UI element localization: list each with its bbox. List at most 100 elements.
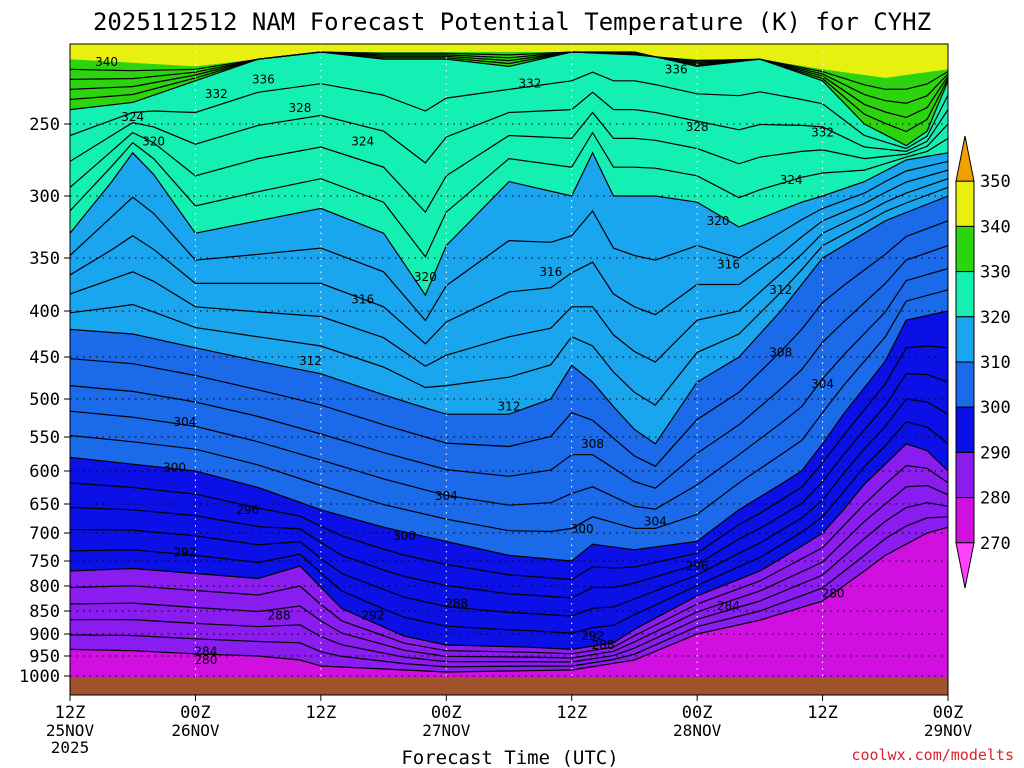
isentrope-308: [70, 220, 948, 467]
isentrope-314: [70, 178, 948, 367]
contour-label: 316: [539, 265, 562, 279]
colorbar-band-290: [955, 406, 975, 453]
isentrope-296: [70, 373, 948, 599]
contour-label: 280: [194, 653, 217, 667]
colorbar-label-350: 350: [980, 172, 1011, 192]
y-tick-label-800: 800: [29, 577, 60, 597]
plot-frame: [69, 43, 949, 696]
isentrope-316: [70, 169, 948, 345]
x-tick-time-84: 00Z: [933, 703, 964, 723]
isentrope-294: [70, 398, 948, 617]
x-tick-date-84: 29NOV: [924, 721, 973, 740]
colorbar-band-320: [955, 271, 975, 318]
contour-label: 324: [351, 134, 374, 148]
contour-label: 300: [571, 522, 594, 536]
isentrope-300: [70, 310, 948, 562]
contour-label: 292: [581, 629, 604, 643]
contour-label: 316: [717, 257, 740, 271]
contour-label: 324: [121, 110, 144, 124]
contour-label: 308: [769, 345, 792, 359]
contour-label: 328: [686, 120, 709, 134]
contour-label: 324: [780, 173, 803, 187]
isentrope-302: [70, 289, 948, 533]
colorbar-label-320: 320: [980, 308, 1011, 328]
contour-label: 312: [769, 283, 792, 297]
contour-label: 312: [299, 354, 322, 368]
x-tick-time-12: 00Z: [180, 703, 211, 723]
y-tick-label-700: 700: [29, 524, 60, 544]
contour-label: 300: [163, 461, 186, 475]
isentrope-318: [70, 160, 948, 322]
isentrope-290: [70, 443, 948, 651]
contour-label: 328: [288, 101, 311, 115]
colorbar: 270 280 290 300 310 320 330 340 350: [955, 135, 1011, 589]
y-tick-label-300: 300: [29, 187, 60, 207]
contour-lines: [70, 51, 948, 673]
x-tick-time-48: 12Z: [556, 703, 587, 723]
isentrope-326: [70, 91, 948, 164]
colorbar-label-330: 330: [980, 263, 1011, 283]
colorbar-label-340: 340: [980, 217, 1011, 237]
y-tick-label-550: 550: [29, 428, 60, 448]
colorbar-band-310: [955, 316, 975, 363]
contour-label: 296: [236, 503, 259, 517]
x-tick-time-36: 00Z: [431, 703, 462, 723]
isentrope-312: [70, 186, 948, 406]
x-tick-time-60: 00Z: [682, 703, 713, 723]
contour-label: 304: [811, 377, 834, 391]
y-axis: 250 300 350 400 450 500 550 600 650 700 750 800 850 9…: [19, 115, 70, 687]
contour-label: 336: [665, 62, 688, 76]
isentrope-306: [70, 245, 948, 489]
colorbar-band-270: [955, 497, 975, 544]
y-tick-label-950: 950: [29, 647, 60, 667]
contour-label: 300: [393, 529, 416, 543]
contour-label: 284: [717, 599, 740, 613]
contour-label: 304: [174, 415, 197, 429]
y-tick-label-1000: 1000: [19, 667, 60, 687]
contour-label: 296: [686, 559, 709, 573]
colorbar-band-260: [955, 542, 975, 589]
isentrope-282: [70, 516, 948, 668]
contour-label: 320: [707, 214, 730, 228]
y-tick-label-450: 450: [29, 348, 60, 368]
colorbar-label-280: 280: [980, 489, 1011, 509]
contour-label: 340: [95, 55, 118, 69]
y-tick-label-850: 850: [29, 602, 60, 622]
colorbar-label-290: 290: [980, 443, 1011, 463]
isentrope-322: [70, 131, 948, 258]
y-tick-label-750: 750: [29, 552, 60, 572]
x-tick-time-24: 12Z: [305, 703, 336, 723]
y-tick-label-650: 650: [29, 495, 60, 515]
colorbar-band-280: [955, 451, 975, 499]
contour-label: 304: [435, 489, 458, 503]
ground-bar: [70, 677, 948, 695]
colorbar-band-340: [955, 180, 975, 227]
contour-label: 292: [362, 609, 385, 623]
contour-label: 332: [205, 87, 228, 101]
x-axis-label: Forecast Time (UTC): [401, 747, 618, 768]
y-tick-label-500: 500: [29, 390, 60, 410]
isentrope-324: [70, 111, 948, 214]
chart-title: 2025112512 NAM Forecast Potential Temper…: [93, 8, 931, 36]
x-tick-time-72: 12Z: [807, 703, 838, 723]
x-tick-date-36: 27NOV: [422, 721, 471, 740]
x-tick-date-12: 26NOV: [171, 721, 220, 740]
isentrope-304: [70, 268, 948, 510]
x-tick-date-60: 28NOV: [673, 721, 722, 740]
isentrope-288: [70, 464, 948, 655]
y-tick-label-900: 900: [29, 625, 60, 645]
y-tick-label-350: 350: [29, 249, 60, 269]
contour-label: 332: [518, 77, 541, 91]
contour-label: 288: [592, 638, 615, 652]
contour-label: 332: [811, 126, 834, 140]
isentrope-310: [70, 195, 948, 445]
contour-labels: 340 336 332 328 324 320 324 332 336 328 332 324 320 3…: [95, 55, 844, 667]
contour-label: 312: [498, 400, 521, 414]
contour-label: 304: [644, 514, 667, 528]
band-340-350: [70, 44, 948, 78]
colorbar-band-330: [955, 225, 975, 273]
colorbar-label-310: 310: [980, 353, 1011, 373]
y-tick-label-400: 400: [29, 302, 60, 322]
